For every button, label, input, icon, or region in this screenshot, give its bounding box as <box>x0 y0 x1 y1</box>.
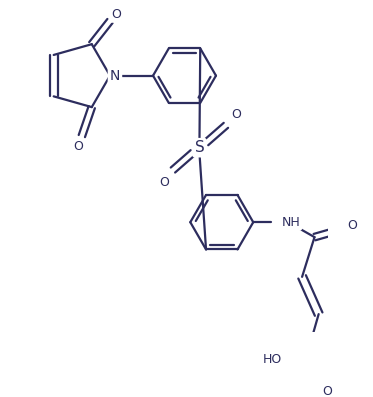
Text: O: O <box>159 176 169 189</box>
Text: NH: NH <box>281 216 300 229</box>
Text: O: O <box>322 385 332 397</box>
Text: O: O <box>231 108 241 121</box>
Text: O: O <box>73 139 83 152</box>
Text: S: S <box>195 140 204 155</box>
Text: O: O <box>347 219 357 232</box>
Text: O: O <box>112 8 122 21</box>
Text: N: N <box>110 69 120 83</box>
Text: HO: HO <box>263 353 282 366</box>
